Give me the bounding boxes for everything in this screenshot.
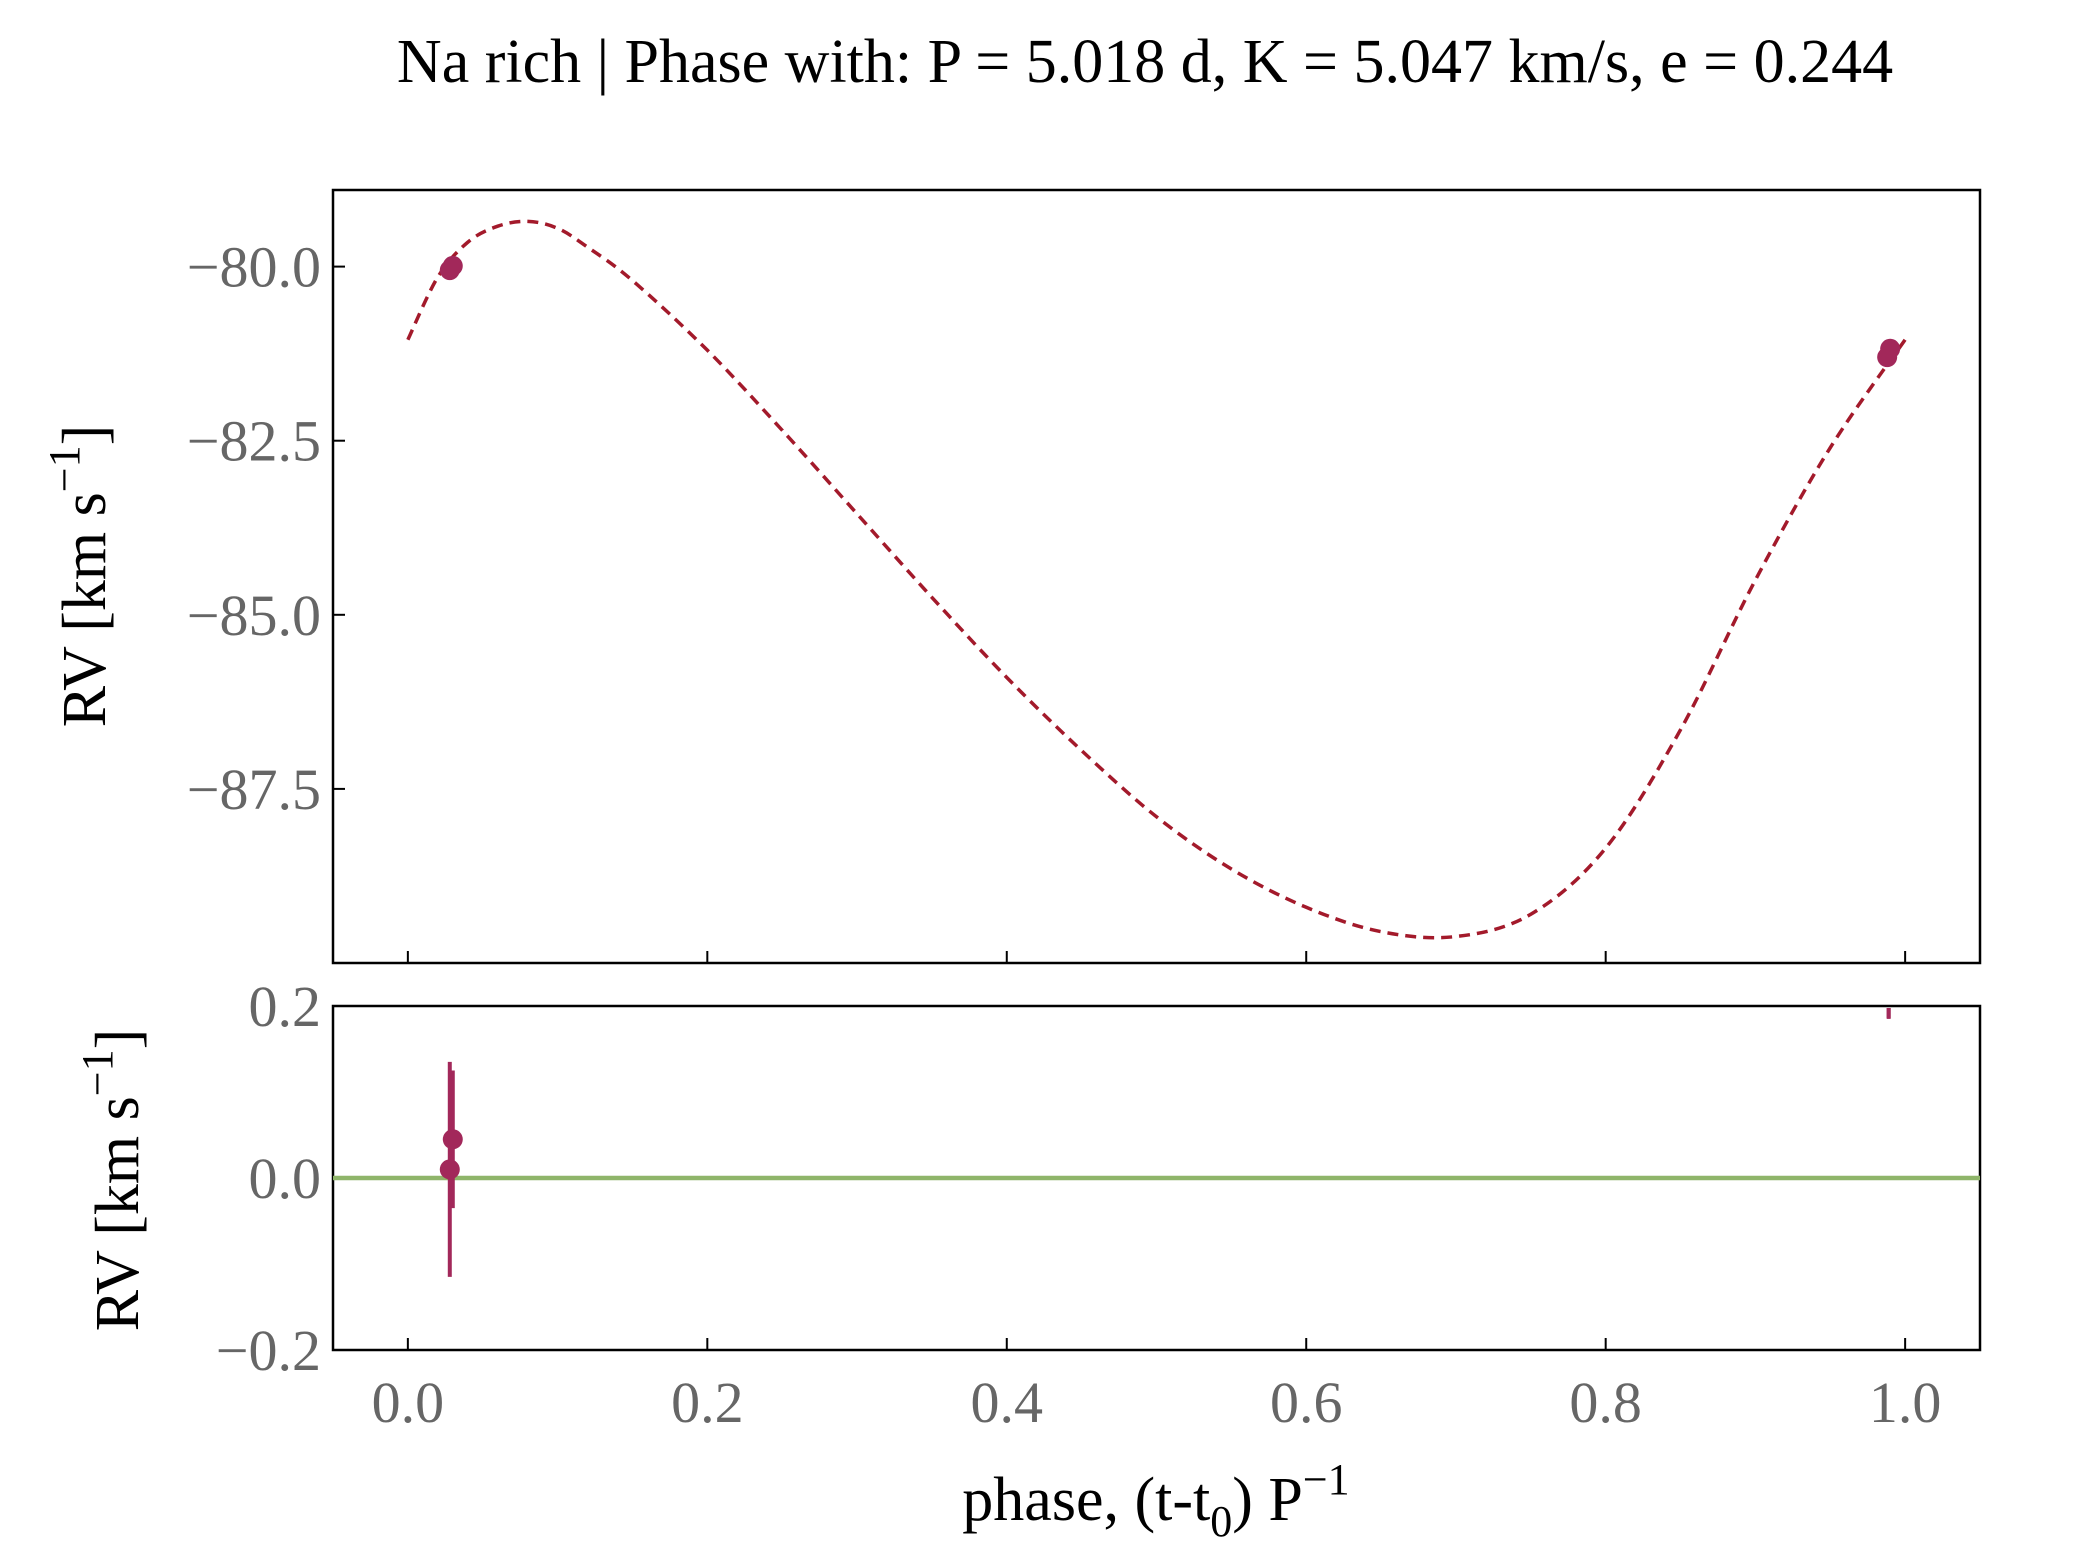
residuals-panel-x-ticks: 0.0 0.2 0.4 0.6 0.8 1.0: [372, 1338, 1942, 1435]
y-tick-label: 0.2: [249, 974, 322, 1039]
residuals-points-layer: [439, 1008, 1891, 1277]
x-tick-label: 1.0: [1869, 1370, 1942, 1435]
rv-panel-y-axis-label: RV [km s−1]: [40, 425, 119, 728]
rv-panel-frame: [331, 188, 1982, 965]
y-tick-label: −82.5: [187, 409, 321, 474]
residuals-panel: 0.0 0.2 0.4 0.6 0.8 1.0 0.2 0.0 −0.2 RV [km s−1…: [73, 974, 1982, 1435]
y-tick-label: −80.0: [187, 235, 321, 300]
rv-panel-y-ticks: −80.0 −82.5 −85.0 −87.5: [187, 235, 345, 822]
rv-panel: −80.0 −82.5 −85.0 −87.5 RV [km s−1]: [40, 188, 1982, 965]
rv-panel-x-ticks: [406, 951, 1907, 963]
x-tick-label: 0.2: [671, 1370, 744, 1435]
x-tick-label: 0.0: [372, 1370, 445, 1435]
residuals-panel-y-axis-label: RV [km s−1]: [73, 1029, 152, 1332]
data-point: [439, 1159, 460, 1180]
x-tick-label: 0.8: [1569, 1370, 1642, 1435]
y-tick-label: 0.0: [249, 1146, 322, 1211]
y-tick-label: −85.0: [187, 583, 321, 648]
x-tick-label: 0.4: [971, 1370, 1044, 1435]
rv-model-curve-layer: [406, 219, 1907, 940]
model-curve: [406, 219, 1907, 940]
data-point: [442, 1129, 463, 1150]
x-tick-label: 0.6: [1270, 1370, 1343, 1435]
chart-title: Na rich | Phase with: P = 5.018 d, K = 5…: [397, 28, 1893, 96]
y-tick-label: −0.2: [216, 1318, 321, 1383]
data-point: [1880, 338, 1901, 359]
residuals-panel-y-ticks: 0.2 0.0 −0.2: [216, 974, 345, 1383]
rv-data-points-layer: [439, 255, 1901, 368]
x-axis-label: phase, (t-t0) P−1: [962, 1455, 1349, 1546]
data-point: [442, 255, 463, 276]
y-tick-label: −87.5: [187, 757, 321, 822]
